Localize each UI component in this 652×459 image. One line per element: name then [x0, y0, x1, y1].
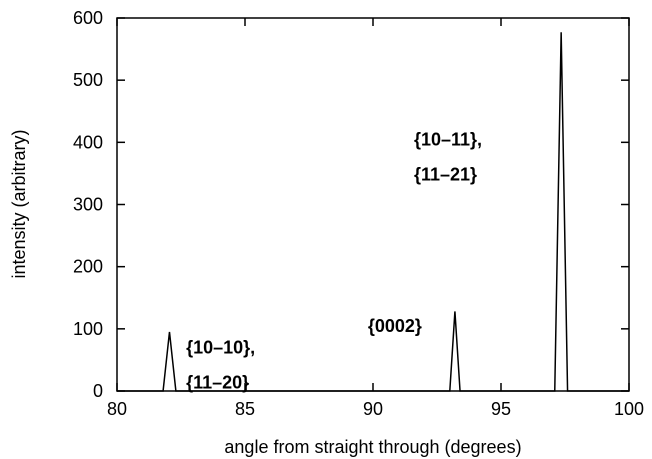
peak-annotation: {0002}: [368, 316, 422, 336]
x-axis-label: angle from straight through (degrees): [224, 437, 521, 457]
y-tick-label: 200: [73, 257, 103, 277]
tick-labels: 80 85 90 95 100 0 100 200 300 400 500 600: [73, 8, 644, 419]
x-tick-label: 80: [107, 399, 127, 419]
y-axis-label: intensity (arbitrary): [9, 129, 29, 278]
x-tick-label: 90: [363, 399, 383, 419]
y-tick-label: 400: [73, 132, 103, 152]
y-tick-label: 500: [73, 70, 103, 90]
annotations: {10–10}, {11–20} {0002} {10–11}, {11–21}: [186, 129, 482, 392]
y-tick-label: 600: [73, 8, 103, 28]
y-tick-label: 100: [73, 319, 103, 339]
series-line: [117, 32, 629, 392]
x-tick-label: 85: [235, 399, 255, 419]
x-tick-label: 100: [614, 399, 644, 419]
peak-annotation: {10–11}, {11–21}: [414, 129, 482, 184]
y-tick-label: 0: [93, 381, 103, 401]
peak-annotation: {10–10}, {11–20}: [186, 338, 255, 393]
x-tick-label: 95: [491, 399, 511, 419]
y-tick-label: 300: [73, 195, 103, 215]
